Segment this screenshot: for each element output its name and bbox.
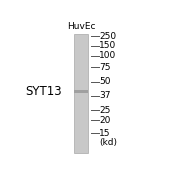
Text: 150: 150 xyxy=(99,41,116,50)
Text: 75: 75 xyxy=(99,63,111,72)
Text: 25: 25 xyxy=(99,106,111,115)
Text: 50: 50 xyxy=(99,77,111,86)
Text: 100: 100 xyxy=(99,51,116,60)
Bar xyxy=(74,34,88,153)
Text: SYT13: SYT13 xyxy=(25,85,62,98)
Text: (kd): (kd) xyxy=(99,138,117,147)
Bar xyxy=(74,90,88,93)
Text: HuvEc: HuvEc xyxy=(67,22,95,31)
Text: 15: 15 xyxy=(99,129,111,138)
Text: 20: 20 xyxy=(99,116,111,125)
Text: 37: 37 xyxy=(99,91,111,100)
Text: 250: 250 xyxy=(99,32,116,41)
